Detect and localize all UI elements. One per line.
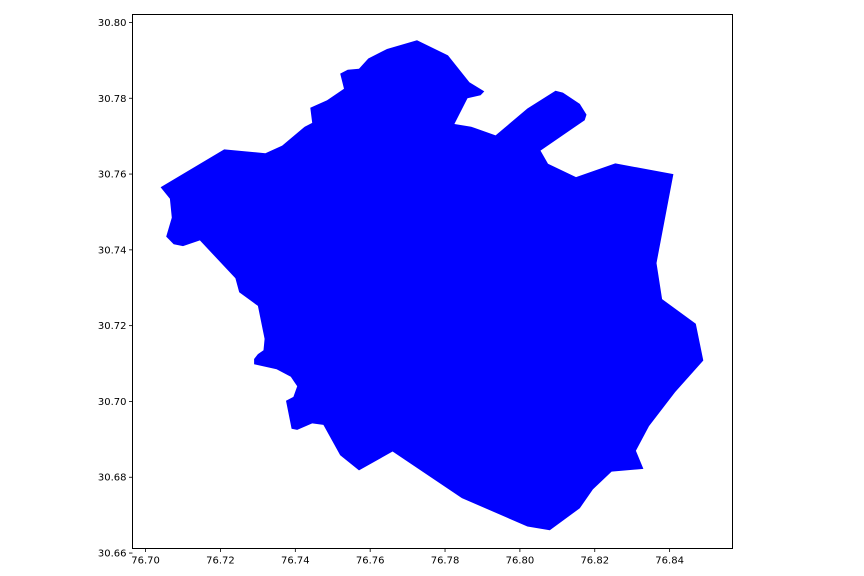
y-tick-label: 30.74	[98, 245, 127, 256]
x-tick-label: 76.72	[206, 556, 235, 567]
y-tick-label: 30.76	[98, 170, 127, 181]
y-tick-label: 30.78	[98, 94, 127, 105]
axes-frame	[132, 14, 733, 549]
y-axis-ticks: 30.66 30.68 30.70 30.72 30.74 30.76 30.78 30.80	[98, 18, 133, 560]
x-tick-label: 76.74	[281, 556, 310, 567]
x-tick-label: 76.78	[431, 556, 460, 567]
x-tick-label: 76.76	[356, 556, 385, 567]
x-axis-ticks: 76.70 76.72 76.74 76.76 76.78 76.80 76.82 76.84	[131, 548, 684, 567]
y-tick-label: 30.80	[98, 18, 127, 29]
region-layer	[160, 40, 704, 531]
x-tick-label: 76.70	[131, 556, 160, 567]
y-tick-label: 30.70	[98, 397, 127, 408]
y-tick-label: 30.66	[98, 549, 127, 560]
x-tick-label: 76.82	[580, 556, 609, 567]
region-polygon	[160, 40, 704, 531]
x-tick-label: 76.84	[655, 556, 684, 567]
y-tick-label: 30.72	[98, 321, 127, 332]
x-tick-label: 76.80	[506, 556, 535, 567]
y-tick-label: 30.68	[98, 473, 127, 484]
